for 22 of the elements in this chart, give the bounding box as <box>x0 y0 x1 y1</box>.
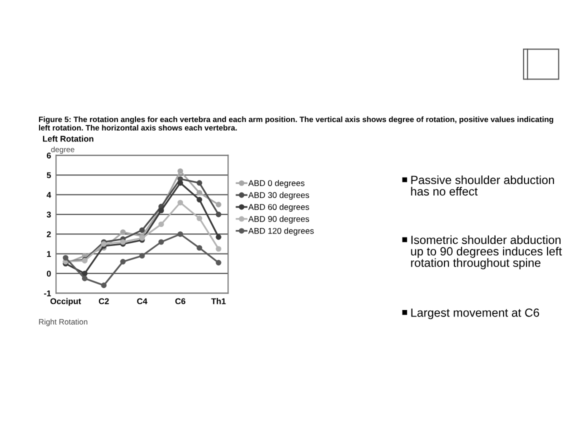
y-tick-label: 4 <box>46 192 52 198</box>
legend-label: ABD 120 degrees <box>248 228 314 236</box>
text: Passive shoulder abduction has no effect <box>411 175 554 196</box>
legend-label: ABD 90 degrees <box>248 216 310 224</box>
y-tick-label: 6 <box>46 152 51 158</box>
legend-label: ABD 60 degrees <box>248 204 310 212</box>
text: Isometric shoulder abduction up to 90 degrees induces left rotation throughout spine <box>411 235 562 270</box>
legend-label: ABD 0 degrees <box>248 180 304 188</box>
y-tick-label: 1 <box>47 251 51 257</box>
text: Left Rotation <box>43 136 94 142</box>
y-tick-label: -1 <box>44 290 51 296</box>
y-tick-label: 2 <box>46 231 51 238</box>
x-tick-label: C2 <box>98 298 109 304</box>
x-tick-label: C6 <box>175 298 186 304</box>
y-tick-label: 0 <box>46 270 51 277</box>
x-tick-label: Occiput <box>50 298 82 306</box>
x-tick-label: Th1 <box>211 298 226 304</box>
text: Largest movement at C6 <box>411 308 540 320</box>
y-tick-label: 5 <box>46 172 51 178</box>
x-tick-label: C4 <box>137 298 148 304</box>
legend-label: ABD 30 degrees <box>248 192 310 200</box>
y-tick-label: 3 <box>46 212 51 218</box>
